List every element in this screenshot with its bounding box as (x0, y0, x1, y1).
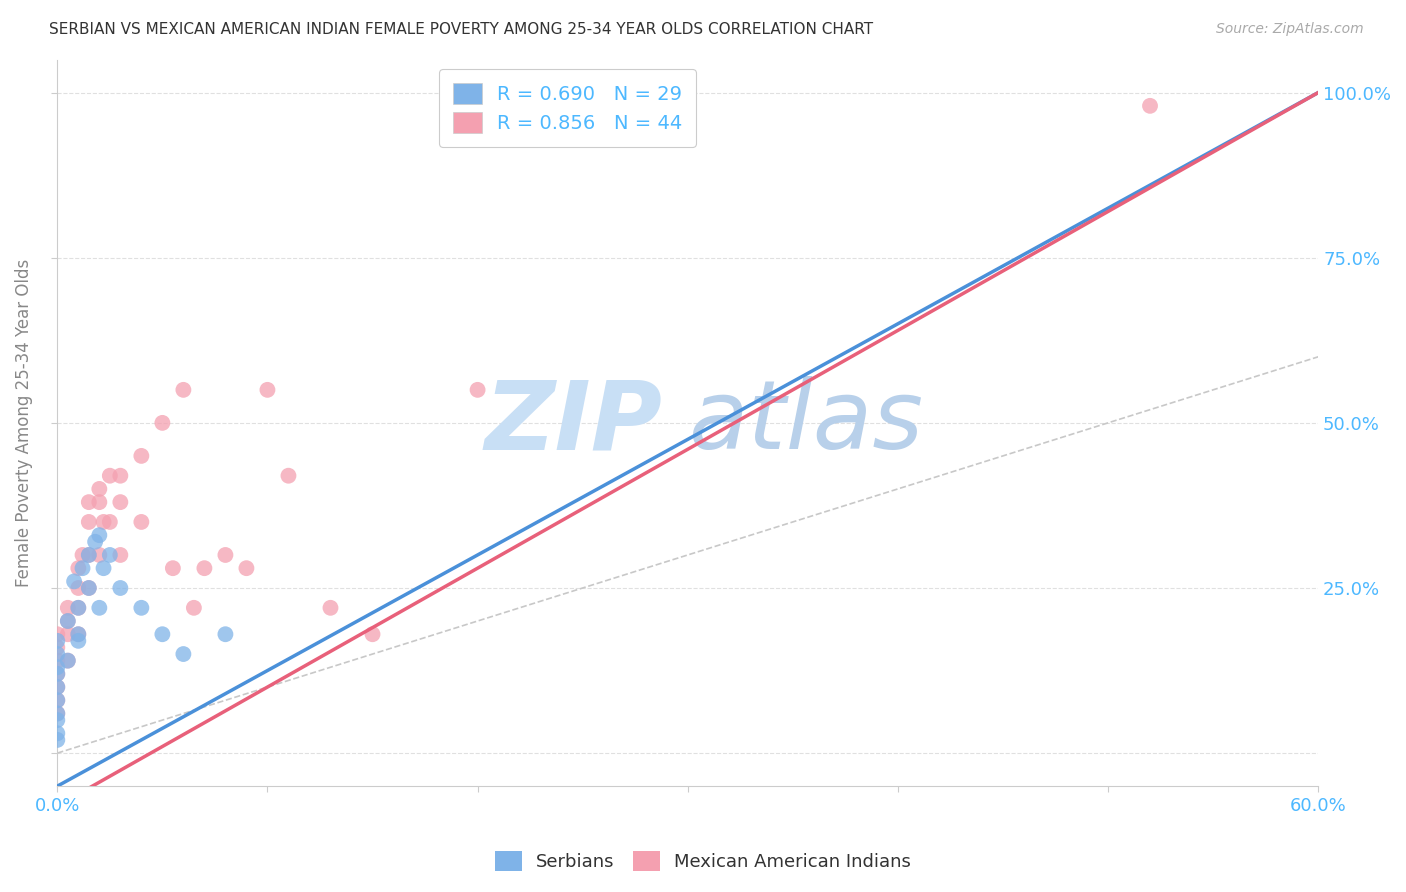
Point (84, 534, 107, 549)
Point (46, 660, 69, 674)
Text: SERBIAN VS MEXICAN AMERICAN INDIAN FEMALE POVERTY AMONG 25-34 YEAR OLDS CORRELAT: SERBIAN VS MEXICAN AMERICAN INDIAN FEMAL… (49, 22, 873, 37)
Point (46, 627, 69, 641)
Point (77, 548, 100, 562)
Point (93, 515, 115, 529)
Point (77, 495, 100, 509)
Y-axis label: Female Poverty Among 25-34 Year Olds: Female Poverty Among 25-34 Year Olds (15, 259, 32, 587)
Point (1139, 99, 1161, 113)
Point (172, 383, 194, 397)
Point (67, 600, 90, 615)
Point (89, 482, 111, 496)
Point (56, 654, 79, 668)
Point (193, 561, 215, 575)
Point (67, 581, 90, 595)
Point (89, 600, 111, 615)
Point (46, 732, 69, 747)
Point (77, 515, 100, 529)
Text: ZIP: ZIP (485, 376, 662, 469)
Point (98, 515, 121, 529)
Point (256, 383, 278, 397)
Point (46, 726, 69, 740)
Point (67, 627, 90, 641)
Point (46, 693, 69, 707)
Point (150, 416, 173, 430)
Point (56, 614, 79, 628)
Point (110, 548, 132, 562)
Point (235, 561, 257, 575)
Point (319, 600, 342, 615)
Point (110, 468, 132, 483)
Text: atlas: atlas (688, 376, 922, 469)
Point (46, 706, 69, 721)
Point (467, 383, 489, 397)
Point (63, 574, 86, 589)
Point (150, 627, 173, 641)
Point (77, 581, 100, 595)
Point (72, 548, 94, 562)
Point (46, 706, 69, 721)
Point (46, 680, 69, 694)
Point (77, 581, 100, 595)
Point (93, 561, 115, 575)
Point (89, 495, 111, 509)
Point (46, 640, 69, 655)
Point (98, 548, 121, 562)
Point (46, 647, 69, 661)
Point (46, 654, 69, 668)
Point (67, 561, 90, 575)
Point (56, 654, 79, 668)
Point (56, 614, 79, 628)
Point (131, 449, 153, 463)
Point (361, 627, 384, 641)
Point (77, 548, 100, 562)
Point (46, 666, 69, 681)
Point (56, 600, 79, 615)
Point (56, 627, 79, 641)
Point (214, 548, 236, 562)
Point (131, 515, 153, 529)
Point (214, 627, 236, 641)
Point (277, 468, 299, 483)
Point (131, 600, 153, 615)
Point (46, 633, 69, 648)
Point (46, 680, 69, 694)
Point (67, 633, 90, 648)
Point (172, 647, 194, 661)
Point (98, 468, 121, 483)
Point (110, 495, 132, 509)
Point (67, 600, 90, 615)
Point (67, 627, 90, 641)
Point (110, 581, 132, 595)
Point (46, 666, 69, 681)
Point (89, 528, 111, 542)
Legend: Serbians, Mexican American Indians: Serbians, Mexican American Indians (488, 844, 918, 879)
Point (72, 561, 94, 575)
Point (162, 561, 184, 575)
Point (183, 600, 205, 615)
Text: Source: ZipAtlas.com: Source: ZipAtlas.com (1216, 22, 1364, 37)
Point (46, 693, 69, 707)
Point (89, 548, 111, 562)
Point (46, 713, 69, 727)
Legend: R = 0.690   N = 29, R = 0.856   N = 44: R = 0.690 N = 29, R = 0.856 N = 44 (439, 70, 696, 146)
